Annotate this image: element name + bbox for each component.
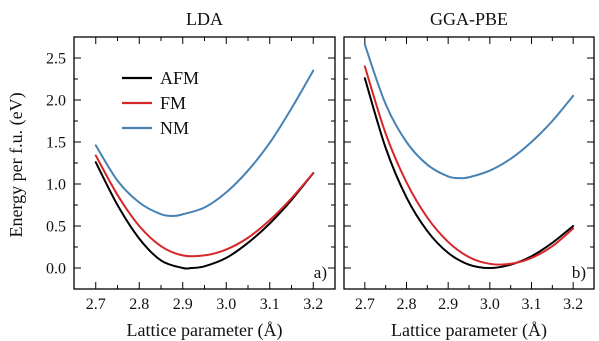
series-line-nm [94, 69, 315, 217]
y-tick-label: 2.5 [46, 51, 66, 68]
series-line-afm [363, 77, 575, 269]
y-axis-label: Energy per f.u. (eV) [6, 92, 27, 237]
y-tick-label: 0.0 [46, 261, 66, 278]
panel-label: b) [572, 263, 586, 282]
x-tick-label: 2.8 [129, 296, 149, 313]
y-tick-label: 2.0 [46, 93, 66, 110]
x-tick-label: 3.2 [563, 296, 583, 313]
x-tick-label: 2.7 [86, 296, 106, 313]
x-axis-label: Lattice parameter (Å) [127, 320, 283, 341]
x-tick-label: 3.1 [522, 296, 542, 313]
y-tick-label: 1.0 [46, 177, 66, 194]
x-tick-label: 2.8 [397, 296, 417, 313]
legend-label-afm: AFM [160, 68, 199, 88]
series-line-nm [363, 43, 575, 180]
legend-label-fm: FM [160, 93, 186, 113]
x-tick-label: 2.9 [173, 296, 193, 313]
x-tick-label: 2.9 [438, 296, 458, 313]
series-group [363, 43, 575, 269]
panel-gga-pbe: 2.7 2.8 2.9 3.0 3.1 3.2 GGA-PBE b) Lattice param… [343, 9, 595, 341]
plot-frame [343, 36, 595, 290]
panel-lda: 2.7 2.8 2.9 3.0 3.1 3.2 0.0 0.5 1.0 1.5 2.0 2.5 LDA a… [46, 9, 336, 341]
legend: AFM FM NM [122, 68, 199, 138]
x-tick-label: 3.2 [303, 296, 323, 313]
legend-label-nm: NM [160, 118, 189, 138]
x-tick-label: 3.0 [480, 296, 500, 313]
series-line-afm [94, 161, 315, 270]
panel-label: a) [314, 263, 327, 282]
panel-title: LDA [186, 9, 223, 29]
x-axis-label: Lattice parameter (Å) [391, 320, 547, 341]
x-tick-label: 3.1 [260, 296, 280, 313]
panel-title: GGA-PBE [430, 9, 508, 29]
series-line-fm [363, 65, 575, 266]
series-line-fm [94, 154, 315, 258]
series-group [94, 69, 315, 270]
x-tick-label: 2.7 [355, 296, 375, 313]
x-tick-label: 3.0 [216, 296, 236, 313]
plot-frame [73, 36, 336, 290]
y-tick-label: 0.5 [46, 219, 66, 236]
y-tick-label: 1.5 [46, 135, 66, 152]
